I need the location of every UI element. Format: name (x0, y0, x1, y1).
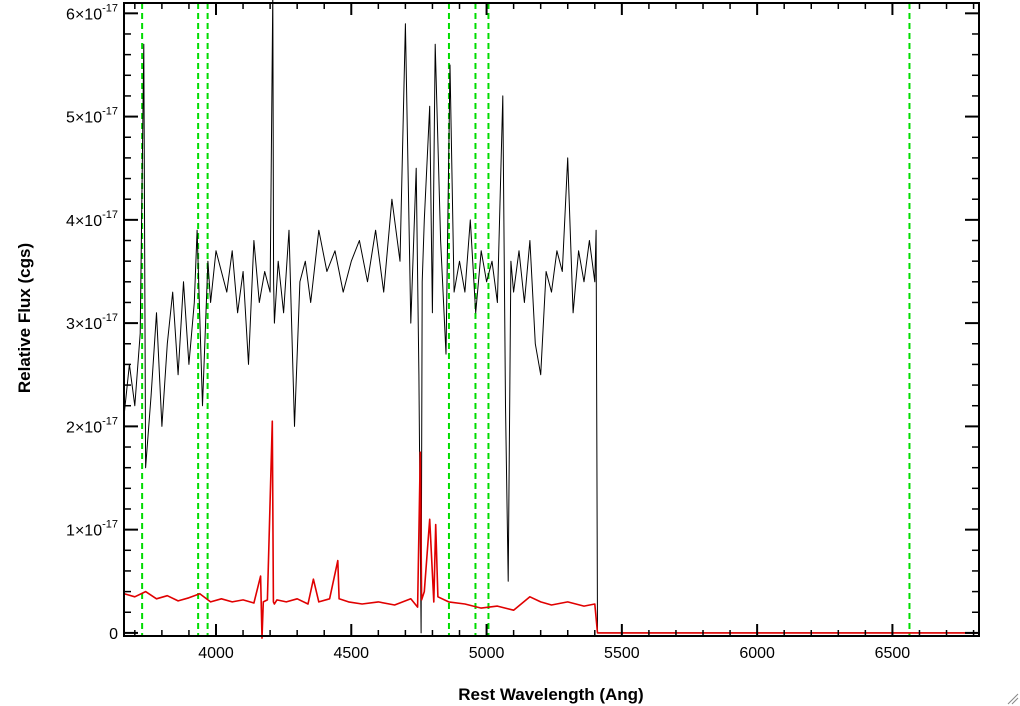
x-tick-label: 4000 (198, 645, 234, 662)
x-tick-label: 4500 (333, 645, 369, 662)
series-line-2 (123, 420, 979, 639)
resize-grip-icon[interactable] (1007, 693, 1019, 705)
y-axis-title: Relative Flux (cgs) (15, 243, 34, 393)
y-tick-label: 3×10-17 (66, 312, 118, 333)
emission-line-markers (141, 3, 911, 636)
x-tick-label: 6500 (875, 645, 911, 662)
y-tick-labels: 0 1×10-17 2×10-17 3×10-17 4×10-17 5×10-17 6×10… (66, 2, 118, 643)
x-tick-label: 6000 (739, 645, 775, 662)
y-tick-label: 6×10-17 (66, 2, 118, 23)
series-layer (123, 0, 979, 639)
y-tick-label: 4×10-17 (66, 209, 118, 230)
x-tick-label: 5000 (469, 645, 505, 662)
axis-ticks (124, 3, 979, 636)
x-tick-label: 5500 (604, 645, 640, 662)
x-tick-labels: 4000 4500 5000 5500 6000 6500 (198, 645, 910, 662)
series-line-1 (123, 0, 979, 634)
plot-border (123, 2, 980, 637)
y-tick-label: 5×10-17 (66, 106, 118, 127)
x-axis-title: Rest Wavelength (Ang) (458, 685, 643, 704)
y-tick-label: 2×10-17 (66, 415, 118, 436)
y-tick-label: 1×10-17 (66, 519, 118, 540)
plot-frame (123, 2, 980, 637)
y-tick-label: 0 (109, 626, 118, 643)
